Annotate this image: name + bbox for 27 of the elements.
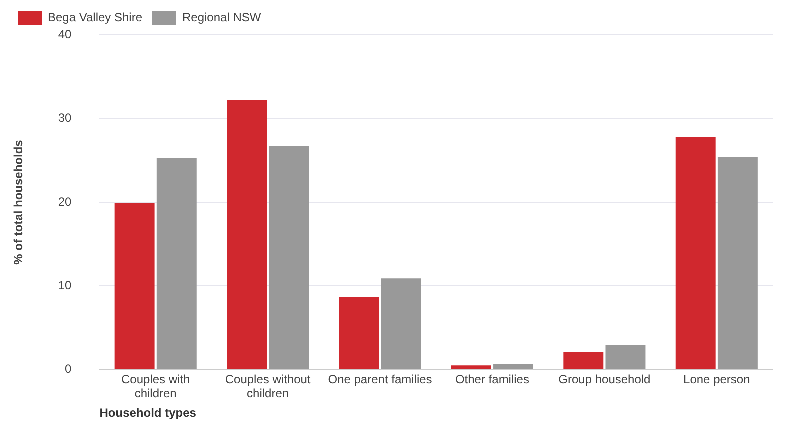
y-tick-label: 0 [65,362,72,376]
bar [114,203,155,370]
y-tick-label: 40 [58,28,72,42]
y-tick-label: 30 [58,111,72,126]
bar [381,278,422,370]
x-axis-title: Household types [100,406,197,420]
y-tick-label: 10 [58,278,72,292]
bar [269,146,310,370]
x-tick-label: One parent families [328,372,432,386]
bar [606,346,646,370]
legend-label: Regional NSW [182,10,262,25]
bar [156,158,197,370]
bar [339,297,380,370]
x-tick-label: Group household [558,372,651,386]
bar [451,366,492,370]
bar [227,100,268,370]
x-tick-label: Other families [455,372,530,386]
legend-label: Bega Valley Shire [48,10,143,25]
bar [718,157,758,370]
bar [494,364,534,370]
y-axis-title: % of total households [12,140,26,265]
bar [564,352,604,370]
x-tick-label: Lone person [684,372,750,386]
x-tick-label: Couples with children [122,372,190,401]
y-tick-label: 20 [58,194,72,209]
bar [676,137,716,370]
x-tick-label: Couples without children [225,372,312,401]
